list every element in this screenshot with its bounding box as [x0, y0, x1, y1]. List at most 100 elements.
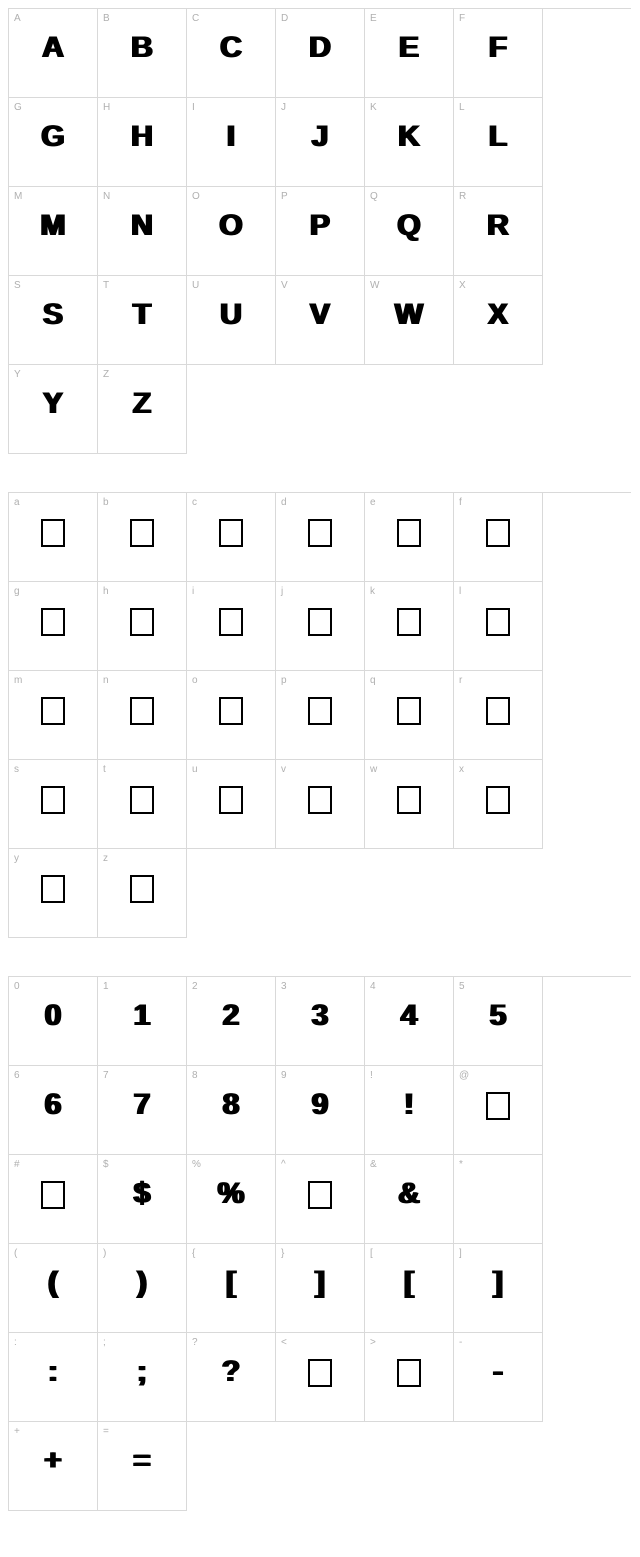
cell-label: n — [103, 675, 109, 686]
glyph-cell: KK — [365, 98, 454, 187]
cell-label: g — [14, 586, 20, 597]
glyph-cell: x — [454, 760, 543, 849]
cell-label: X — [459, 280, 466, 291]
cell-label: o — [192, 675, 198, 686]
cell-label: Q — [370, 191, 378, 202]
character-map: AABBCCDDEEFFGGHHIIJJKKLLMMNNOOPPQQRRSSTT… — [8, 8, 632, 1511]
glyph-cell: UU — [187, 276, 276, 365]
cell-label: < — [281, 1337, 287, 1348]
glyph-display: J — [312, 120, 329, 154]
glyph-display: C — [220, 31, 242, 65]
glyph-cell: }] — [276, 1244, 365, 1333]
glyph-cell: s — [9, 760, 98, 849]
glyph-cell: f — [454, 493, 543, 582]
glyph-cell: o — [187, 671, 276, 760]
cell-label: F — [459, 13, 465, 24]
cell-label: 4 — [370, 981, 376, 992]
cell-label: z — [103, 853, 108, 864]
glyph-display — [397, 697, 421, 725]
glyph-cell: JJ — [276, 98, 365, 187]
glyph-display — [397, 608, 421, 636]
glyph-display — [41, 608, 65, 636]
glyph-cell: 22 — [187, 977, 276, 1066]
glyph-display — [41, 875, 65, 903]
cell-label: ) — [103, 1248, 106, 1259]
glyph-display: P — [310, 209, 330, 243]
cell-label: c — [192, 497, 197, 508]
glyph-cell: 77 — [98, 1066, 187, 1155]
cell-label: & — [370, 1159, 377, 1170]
glyph-display — [219, 608, 243, 636]
glyph-display: W — [395, 298, 423, 332]
cell-label: I — [192, 102, 195, 113]
cell-label: G — [14, 102, 22, 113]
glyph-cell: p — [276, 671, 365, 760]
cell-label: D — [281, 13, 288, 24]
cell-label: U — [192, 280, 199, 291]
glyph-cell: ?? — [187, 1333, 276, 1422]
cell-label: p — [281, 675, 287, 686]
cell-label: Y — [14, 369, 21, 380]
glyph-cell: e — [365, 493, 454, 582]
glyph-cell: 11 — [98, 977, 187, 1066]
glyph-cell: h — [98, 582, 187, 671]
cell-label: N — [103, 191, 110, 202]
cell-label: ; — [103, 1337, 106, 1348]
glyph-display — [41, 519, 65, 547]
glyph-cell: ]] — [454, 1244, 543, 1333]
glyph-display: X — [488, 298, 508, 332]
glyph-display — [486, 608, 510, 636]
glyph-cell: 44 — [365, 977, 454, 1066]
glyph-display: ( — [48, 1266, 58, 1300]
glyph-cell: 99 — [276, 1066, 365, 1155]
glyph-cell: d — [276, 493, 365, 582]
glyph-cell: 55 — [454, 977, 543, 1066]
glyph-display: 6 — [45, 1088, 62, 1122]
glyph-display — [308, 1359, 332, 1387]
cell-label: 5 — [459, 981, 465, 992]
cell-label: y — [14, 853, 19, 864]
glyph-cell: MM — [9, 187, 98, 276]
cell-label: a — [14, 497, 20, 508]
cell-label: d — [281, 497, 287, 508]
glyph-display: 4 — [401, 999, 418, 1033]
cell-label: - — [459, 1337, 462, 1348]
glyph-cell: c — [187, 493, 276, 582]
glyph-display: Y — [43, 387, 63, 421]
glyph-display: E — [399, 31, 419, 65]
cell-label: B — [103, 13, 110, 24]
glyph-cell: u — [187, 760, 276, 849]
glyph-display: & — [398, 1177, 420, 1211]
glyph-display: G — [41, 120, 64, 154]
glyph-display: T — [133, 298, 151, 332]
glyph-display: Z — [133, 387, 151, 421]
glyph-display: B — [131, 31, 153, 65]
glyph-cell: 33 — [276, 977, 365, 1066]
glyph-display — [130, 786, 154, 814]
glyph-display: F — [489, 31, 507, 65]
cell-label: m — [14, 675, 22, 686]
glyph-display — [219, 786, 243, 814]
glyph-display: 0 — [45, 999, 62, 1033]
cell-label: ^ — [281, 1159, 286, 1170]
glyph-display: - — [493, 1355, 503, 1389]
glyph-display — [130, 875, 154, 903]
glyph-grid: AABBCCDDEEFFGGHHIIJJKKLLMMNNOOPPQQRRSSTT… — [8, 8, 631, 454]
glyph-display — [397, 786, 421, 814]
cell-label: 6 — [14, 1070, 20, 1081]
glyph-cell: !! — [365, 1066, 454, 1155]
cell-label: 1 — [103, 981, 109, 992]
glyph-display — [130, 608, 154, 636]
glyph-display — [486, 697, 510, 725]
glyph-display: V — [310, 298, 330, 332]
glyph-display — [41, 697, 65, 725]
cell-label: w — [370, 764, 377, 775]
section-lowercase: abcdefghijklmnopqrstuvwxyz — [8, 492, 632, 938]
cell-label: s — [14, 764, 19, 775]
glyph-display: H — [131, 120, 153, 154]
glyph-cell: b — [98, 493, 187, 582]
glyph-display: D — [309, 31, 331, 65]
glyph-cell: HH — [98, 98, 187, 187]
section-numbers-symbols: 00112233445566778899!!@#$$%%^&&*(()){[}]… — [8, 976, 632, 1511]
cell-label: Z — [103, 369, 109, 380]
